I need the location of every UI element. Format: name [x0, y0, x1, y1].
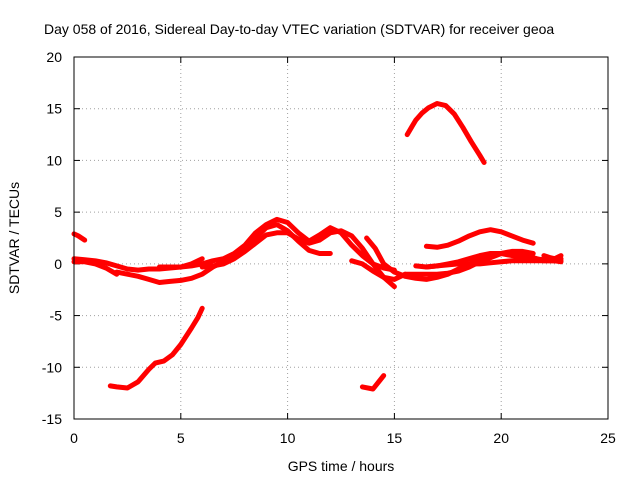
y-tick-label: 5	[54, 204, 62, 220]
series-arc-1	[71, 231, 88, 243]
series-arc-3	[71, 259, 120, 277]
y-tick-label: -15	[42, 411, 62, 427]
y-tick-label: -10	[42, 359, 62, 375]
y-tick-label: 10	[46, 152, 62, 168]
series-arc-6	[199, 228, 397, 290]
series-arc-16	[359, 373, 387, 392]
series-arc-12	[423, 227, 536, 250]
x-tick-label: 0	[70, 430, 78, 446]
x-tick-label: 5	[177, 430, 185, 446]
series-arc-13	[404, 101, 487, 165]
series-arc-10	[402, 248, 536, 277]
plot-frame	[73, 56, 609, 420]
series-arc-5	[156, 216, 397, 273]
series-arc-14	[541, 253, 564, 262]
x-axis-label: GPS time / hours	[288, 458, 395, 474]
series-arc-15	[107, 305, 205, 391]
series-arc-7	[349, 258, 408, 282]
y-tick-label: 0	[54, 256, 62, 272]
x-tick-label: 25	[600, 430, 616, 446]
y-tick-label: -5	[50, 308, 63, 324]
chart-title: Day 058 of 2016, Sidereal Day-to-day VTE…	[44, 21, 554, 37]
grid-lines	[74, 57, 608, 419]
y-tick-label: 20	[46, 49, 62, 65]
data-series	[71, 101, 564, 392]
series-arc-11	[413, 251, 564, 270]
x-tick-label: 10	[280, 430, 296, 446]
y-axis-label: SDTVAR / TECUs	[6, 182, 22, 294]
y-tick-label: 15	[46, 101, 62, 117]
x-tick-label: 20	[493, 430, 509, 446]
x-tick-label: 15	[387, 430, 403, 446]
